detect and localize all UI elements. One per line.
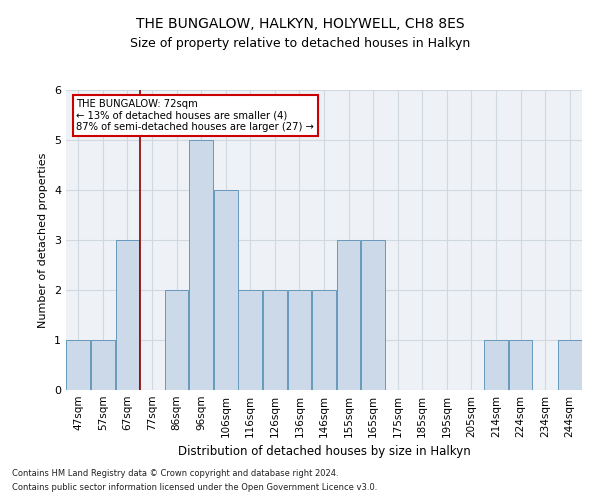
Bar (238, 290, 262, 390)
Bar (91, 340, 115, 390)
Text: Contains public sector information licensed under the Open Government Licence v3: Contains public sector information licen… (12, 484, 377, 492)
Bar (312, 290, 336, 390)
Bar (484, 340, 508, 390)
Y-axis label: Number of detached properties: Number of detached properties (38, 152, 49, 328)
Bar (263, 290, 287, 390)
Bar (558, 340, 581, 390)
Text: Contains HM Land Registry data © Crown copyright and database right 2024.: Contains HM Land Registry data © Crown c… (12, 468, 338, 477)
Text: THE BUNGALOW: 72sqm
← 13% of detached houses are smaller (4)
87% of semi-detache: THE BUNGALOW: 72sqm ← 13% of detached ho… (76, 99, 314, 132)
Bar (116, 240, 139, 390)
Bar (337, 240, 361, 390)
Bar (67, 340, 90, 390)
X-axis label: Distribution of detached houses by size in Halkyn: Distribution of detached houses by size … (178, 446, 470, 458)
Bar (361, 240, 385, 390)
Bar (189, 140, 213, 390)
Bar (214, 190, 238, 390)
Text: THE BUNGALOW, HALKYN, HOLYWELL, CH8 8ES: THE BUNGALOW, HALKYN, HOLYWELL, CH8 8ES (136, 18, 464, 32)
Bar (287, 290, 311, 390)
Text: Size of property relative to detached houses in Halkyn: Size of property relative to detached ho… (130, 38, 470, 51)
Bar (164, 290, 188, 390)
Bar (509, 340, 532, 390)
